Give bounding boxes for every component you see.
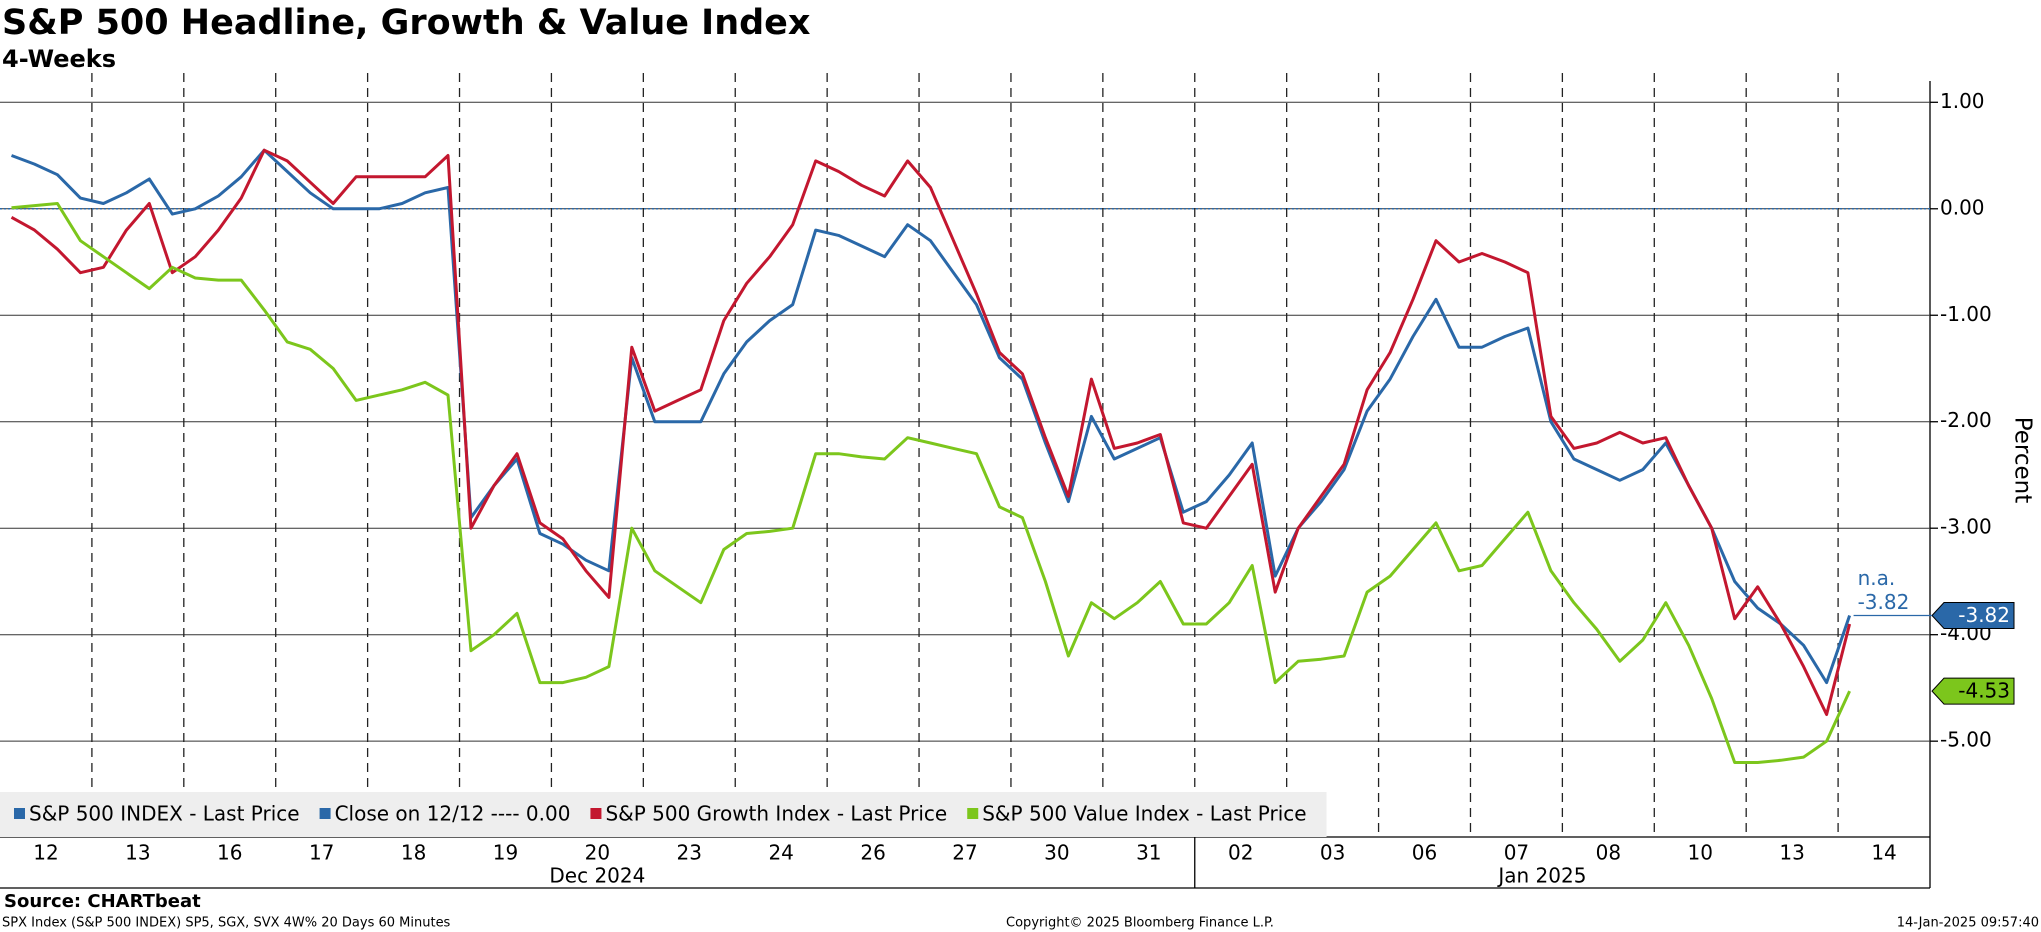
legend-label: S&P 500 INDEX - Last Price	[29, 802, 300, 826]
y-tick-label: -1.00	[1940, 302, 1992, 326]
end-tag-label: -3.82	[1958, 603, 2010, 627]
x-tick-label: 07	[1504, 841, 1529, 865]
x-tick-label: 06	[1412, 841, 1437, 865]
legend-background	[0, 792, 1327, 837]
x-tick-label: 20	[585, 841, 610, 865]
x-tick-label: 08	[1596, 841, 1621, 865]
end-tag	[1931, 677, 2015, 705]
x-tick-label: 03	[1320, 841, 1345, 865]
y-tick-label: 0.00	[1940, 195, 1985, 219]
x-tick-label: 12	[33, 841, 58, 865]
x-tick-label: 10	[1688, 841, 1713, 865]
legend-label: S&P 500 Value Index - Last Price	[982, 802, 1306, 826]
end-tag-label: -4.53	[1958, 679, 2010, 703]
footer-left: SPX Index (S&P 500 INDEX) SP5, SGX, SVX …	[2, 916, 451, 931]
x-tick-label: 13	[1779, 841, 1804, 865]
x-tick-label: 02	[1228, 841, 1253, 865]
annotation: -3.82	[1858, 590, 1910, 614]
chart-subtitle: 4-Weeks	[2, 45, 116, 73]
month-label: Dec 2024	[549, 864, 645, 888]
x-tick-label: 19	[493, 841, 518, 865]
footer-center: Copyright© 2025 Bloomberg Finance L.P.	[1006, 916, 1274, 931]
x-tick-label: 30	[1044, 841, 1069, 865]
legend: S&P 500 INDEX - Last Price Close on 12/12…	[0, 792, 1327, 837]
x-tick-label: 24	[768, 841, 793, 865]
end-tag	[1931, 602, 2015, 630]
x-tick-label: 23	[677, 841, 702, 865]
legend-label: S&P 500 Growth Index - Last Price	[605, 802, 947, 826]
series-line	[10, 148, 1852, 685]
x-tick-label: 26	[860, 841, 885, 865]
y-tick-label: 1.00	[1940, 89, 1985, 113]
y-tick-label: -2.00	[1940, 408, 1992, 432]
legend-swatch	[967, 808, 979, 819]
x-tick-label: 13	[125, 841, 150, 865]
series-line	[11, 202, 1851, 764]
legend-label: Close on 12/12 ---- 0.00	[335, 802, 571, 826]
legend-swatch	[590, 808, 602, 819]
y-axis-label: Percent	[2010, 417, 2036, 504]
x-tick-label: 17	[309, 841, 334, 865]
source: Source: CHARTbeat	[4, 891, 201, 912]
series-line	[10, 148, 1852, 716]
x-tick-label: 31	[1136, 841, 1161, 865]
chart-title: S&P 500 Headline, Growth & Value Index	[2, 3, 811, 43]
footer-right: 14-Jan-2025 09:57:40	[1897, 916, 2039, 931]
legend-swatch	[319, 808, 331, 819]
x-tick-label: 27	[952, 841, 977, 865]
y-tick-label: -5.00	[1940, 728, 1992, 752]
legend-swatch	[14, 808, 25, 819]
x-tick-label: 18	[401, 841, 426, 865]
x-tick-label: 14	[1871, 841, 1896, 865]
annotation: n.a.	[1858, 566, 1896, 590]
month-label: Jan 2025	[1496, 864, 1586, 888]
x-tick-label: 16	[217, 841, 242, 865]
y-tick-label: -3.00	[1940, 515, 1992, 539]
